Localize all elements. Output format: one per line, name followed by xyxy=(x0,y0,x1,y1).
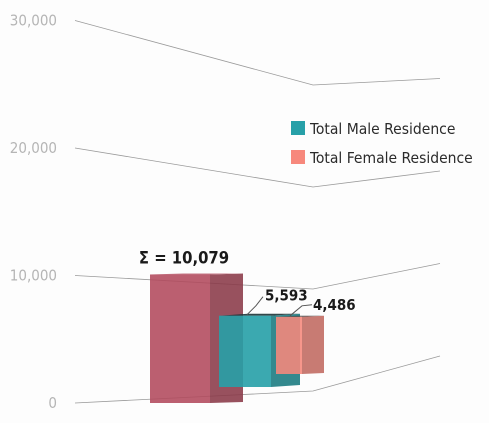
female-bar-front xyxy=(276,316,302,374)
male-bar-top xyxy=(219,313,300,316)
female-value-label: 4,486 xyxy=(313,296,356,314)
total-bar-front xyxy=(150,274,210,403)
gridline-1 xyxy=(74,263,441,290)
female-bar-top xyxy=(276,315,324,317)
legend-swatch xyxy=(291,121,305,135)
y-tick-label: 10,000 xyxy=(10,267,57,285)
female-bar-side xyxy=(302,315,324,374)
gridline-3 xyxy=(74,20,441,86)
bars xyxy=(150,273,324,403)
male-value-label: 5,593 xyxy=(265,287,308,305)
male-bar-front xyxy=(219,315,271,387)
legend-label: Total Male Residence xyxy=(309,120,455,138)
legend: Total Male Residence Total Female Residen… xyxy=(291,120,473,167)
total-label: Σ = 10,079 xyxy=(139,248,229,267)
legend-swatch xyxy=(291,150,305,164)
y-tick-label: 20,000 xyxy=(10,139,57,157)
total-bar-top xyxy=(150,273,243,275)
female-label-leader xyxy=(289,304,313,317)
legend-label: Total Female Residence xyxy=(309,149,473,167)
y-tick-label: 0 xyxy=(48,394,57,412)
y-tick-label: 30,000 xyxy=(10,12,57,30)
female-bar xyxy=(276,315,324,374)
gridline-2 xyxy=(74,147,441,188)
male-label-leader xyxy=(246,296,264,316)
y-axis-tick-labels: 0 10,000 20,000 30,000 xyxy=(10,12,57,413)
data-labels: Σ = 10,079 5,593 4,486 xyxy=(139,248,356,317)
